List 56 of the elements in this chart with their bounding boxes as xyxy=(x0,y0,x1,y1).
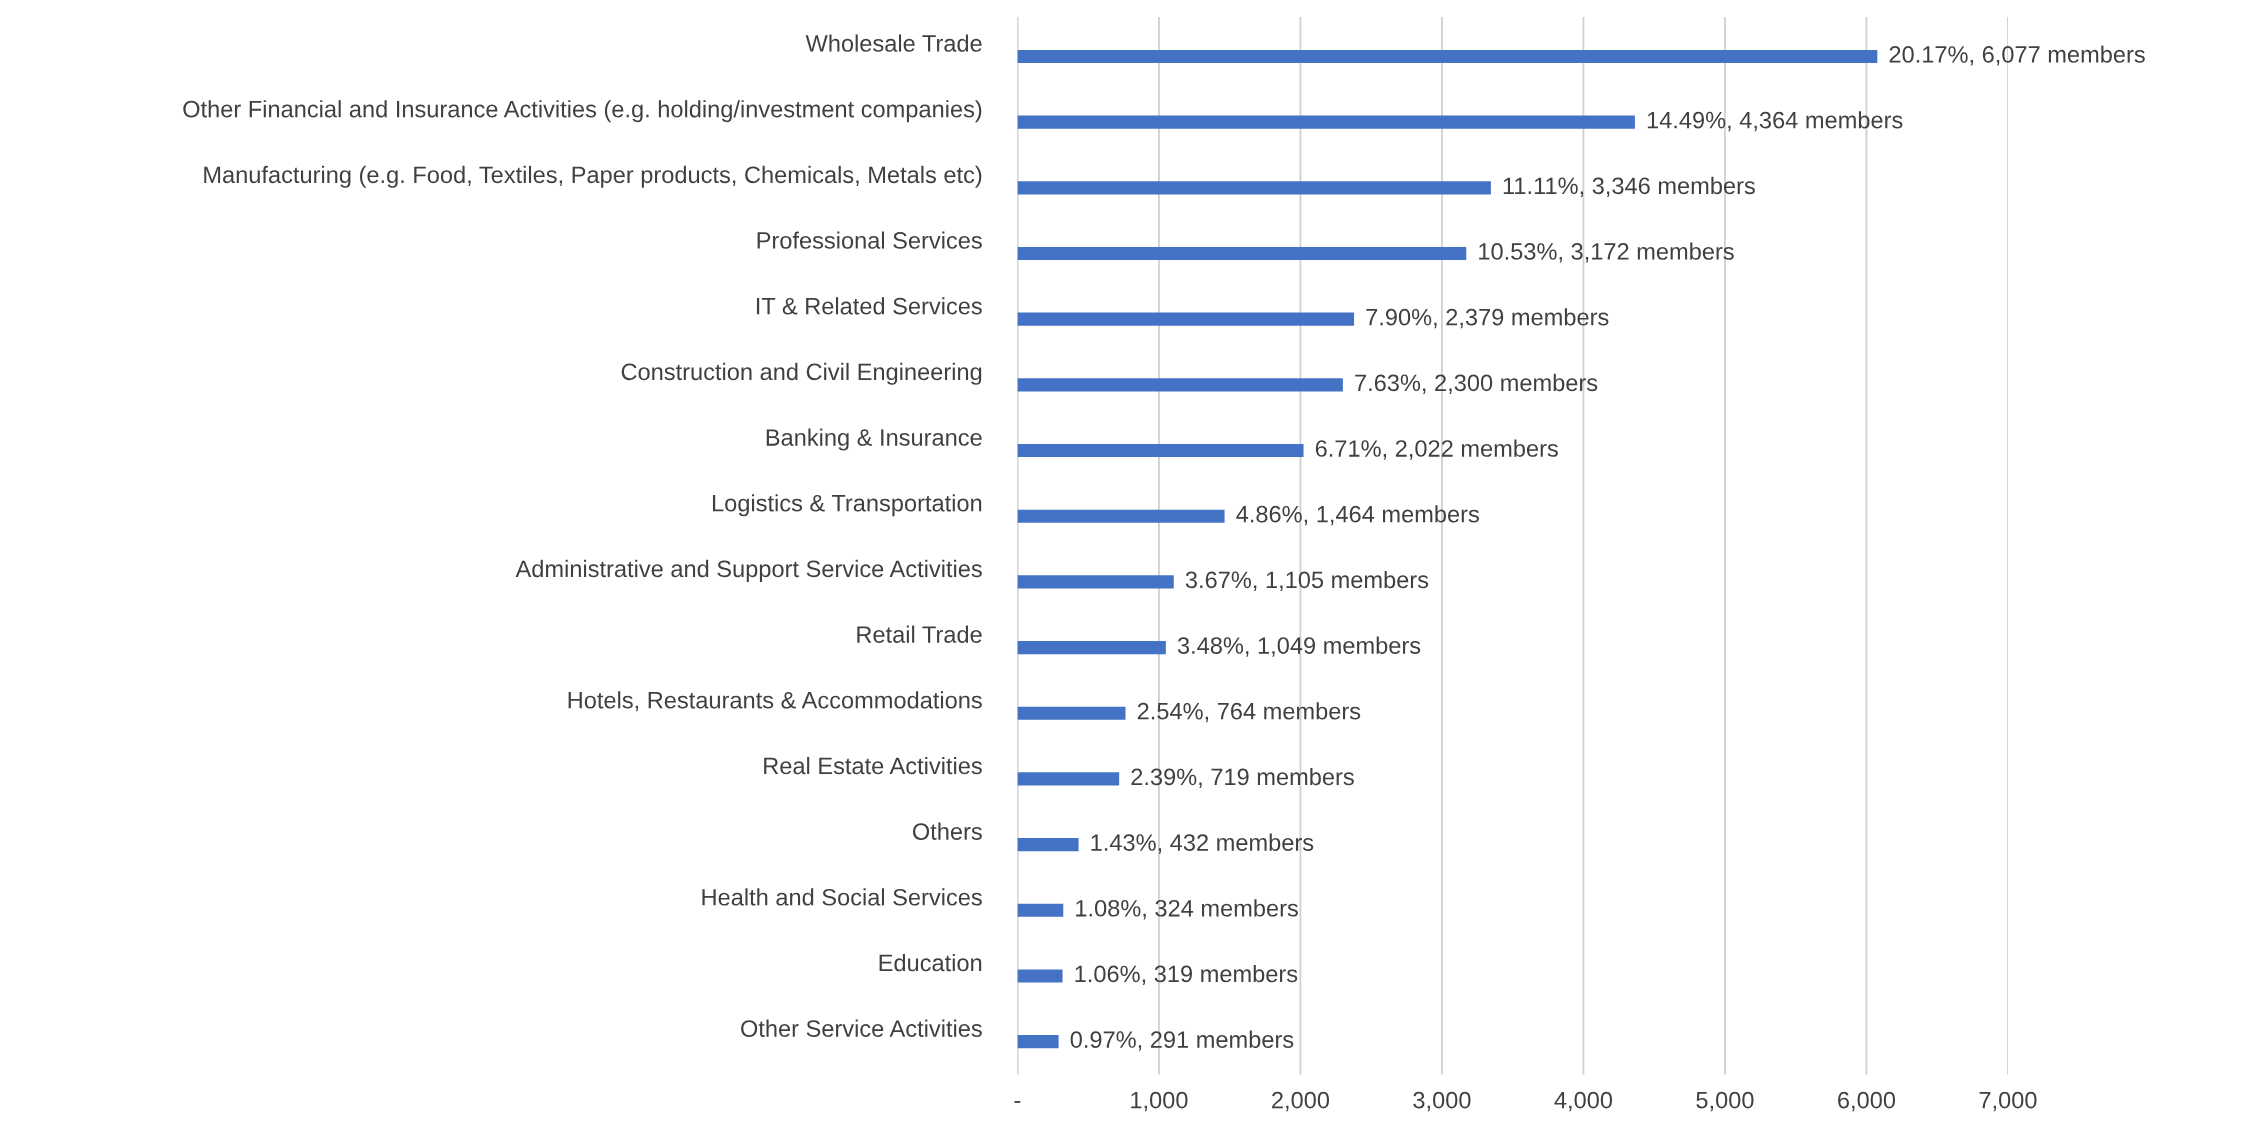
data-label: 20.17%, 6,077 members xyxy=(1889,45,2145,66)
data-label: 3.48%, 1,049 members xyxy=(1177,636,1421,657)
y-tick-label: Other Service Activities xyxy=(741,1019,982,1037)
bar xyxy=(1017,640,1166,655)
data-label: 3.67%, 1,105 members xyxy=(1185,570,1429,592)
y-tick-label: Hotels, Restaurants & Accommodations xyxy=(568,691,982,712)
data-label: 7.90%, 2,379 members xyxy=(1366,308,1609,329)
y-tick-label: Manufacturing (e.g. Food, Textiles, Paper products, Chemicals, Metals etc) xyxy=(204,165,982,188)
bar xyxy=(1017,969,1063,983)
bar xyxy=(1017,181,1491,195)
data-label: 2.39%, 719 members xyxy=(1131,767,1354,789)
data-label: 1.43%, 432 members xyxy=(1091,833,1314,854)
y-tick-label: IT & Related Services xyxy=(756,297,982,315)
bar xyxy=(1017,246,1467,261)
bar xyxy=(1017,115,1635,129)
y-tick-label: Wholesale Trade xyxy=(805,34,982,52)
x-tick-label: 6,000 xyxy=(1838,1091,1896,1112)
data-label: 4.86%, 1,464 members xyxy=(1236,505,1479,526)
data-label: 6.71%, 2,022 members xyxy=(1315,439,1558,460)
bar xyxy=(1017,903,1064,917)
bar xyxy=(1017,443,1304,458)
bar xyxy=(1017,509,1225,523)
x-tick-label: 7,000 xyxy=(1979,1091,2037,1112)
x-tick-label: 3,000 xyxy=(1413,1091,1471,1112)
x-tick-label: 4,000 xyxy=(1554,1091,1613,1112)
y-tick-label: Other Financial and Insurance Activities (e.g. holding/investment companies) xyxy=(183,100,982,123)
x-tick-label: 2,000 xyxy=(1272,1091,1330,1112)
bar xyxy=(1017,378,1343,392)
y-tick-label: Health and Social Services xyxy=(702,888,982,906)
y-tick-label: Logistics & Transportation xyxy=(712,494,982,517)
y-tick-label: Others xyxy=(912,822,982,840)
bar xyxy=(1017,706,1126,720)
bar xyxy=(1017,838,1079,852)
bar xyxy=(1017,575,1174,589)
y-tick-label: Retail Trade xyxy=(857,625,982,643)
data-label: 14.49%, 4,364 members xyxy=(1647,111,1903,132)
y-tick-label: Banking & Insurance xyxy=(766,428,982,451)
bar xyxy=(1017,1035,1059,1049)
data-label: 0.97%, 291 members xyxy=(1070,1030,1294,1051)
y-tick-label: Real Estate Activities xyxy=(764,756,982,775)
data-label: 7.63%, 2,300 members xyxy=(1355,373,1598,394)
y-tick-label: Administrative and Support Service Activities xyxy=(515,559,982,582)
data-label: 10.53%, 3,172 members xyxy=(1479,242,1734,263)
x-tick-label: - xyxy=(1014,1101,1021,1103)
x-tick-label: 1,000 xyxy=(1131,1091,1188,1112)
data-label: 1.08%, 324 members xyxy=(1076,899,1298,920)
x-tick-label: 5,000 xyxy=(1696,1091,1754,1112)
data-label: 2.54%, 764 members xyxy=(1137,702,1361,723)
bar xyxy=(1017,49,1878,64)
bar xyxy=(1017,772,1120,786)
data-label: 1.06%, 319 members xyxy=(1075,964,1298,986)
y-tick-label: Construction and Civil Engineering xyxy=(621,362,982,385)
bar xyxy=(1017,312,1355,326)
data-label: 11.11%, 3,346 members xyxy=(1503,176,1755,197)
y-tick-label: Education xyxy=(879,953,982,972)
y-tick-label: Professional Services xyxy=(757,231,982,249)
